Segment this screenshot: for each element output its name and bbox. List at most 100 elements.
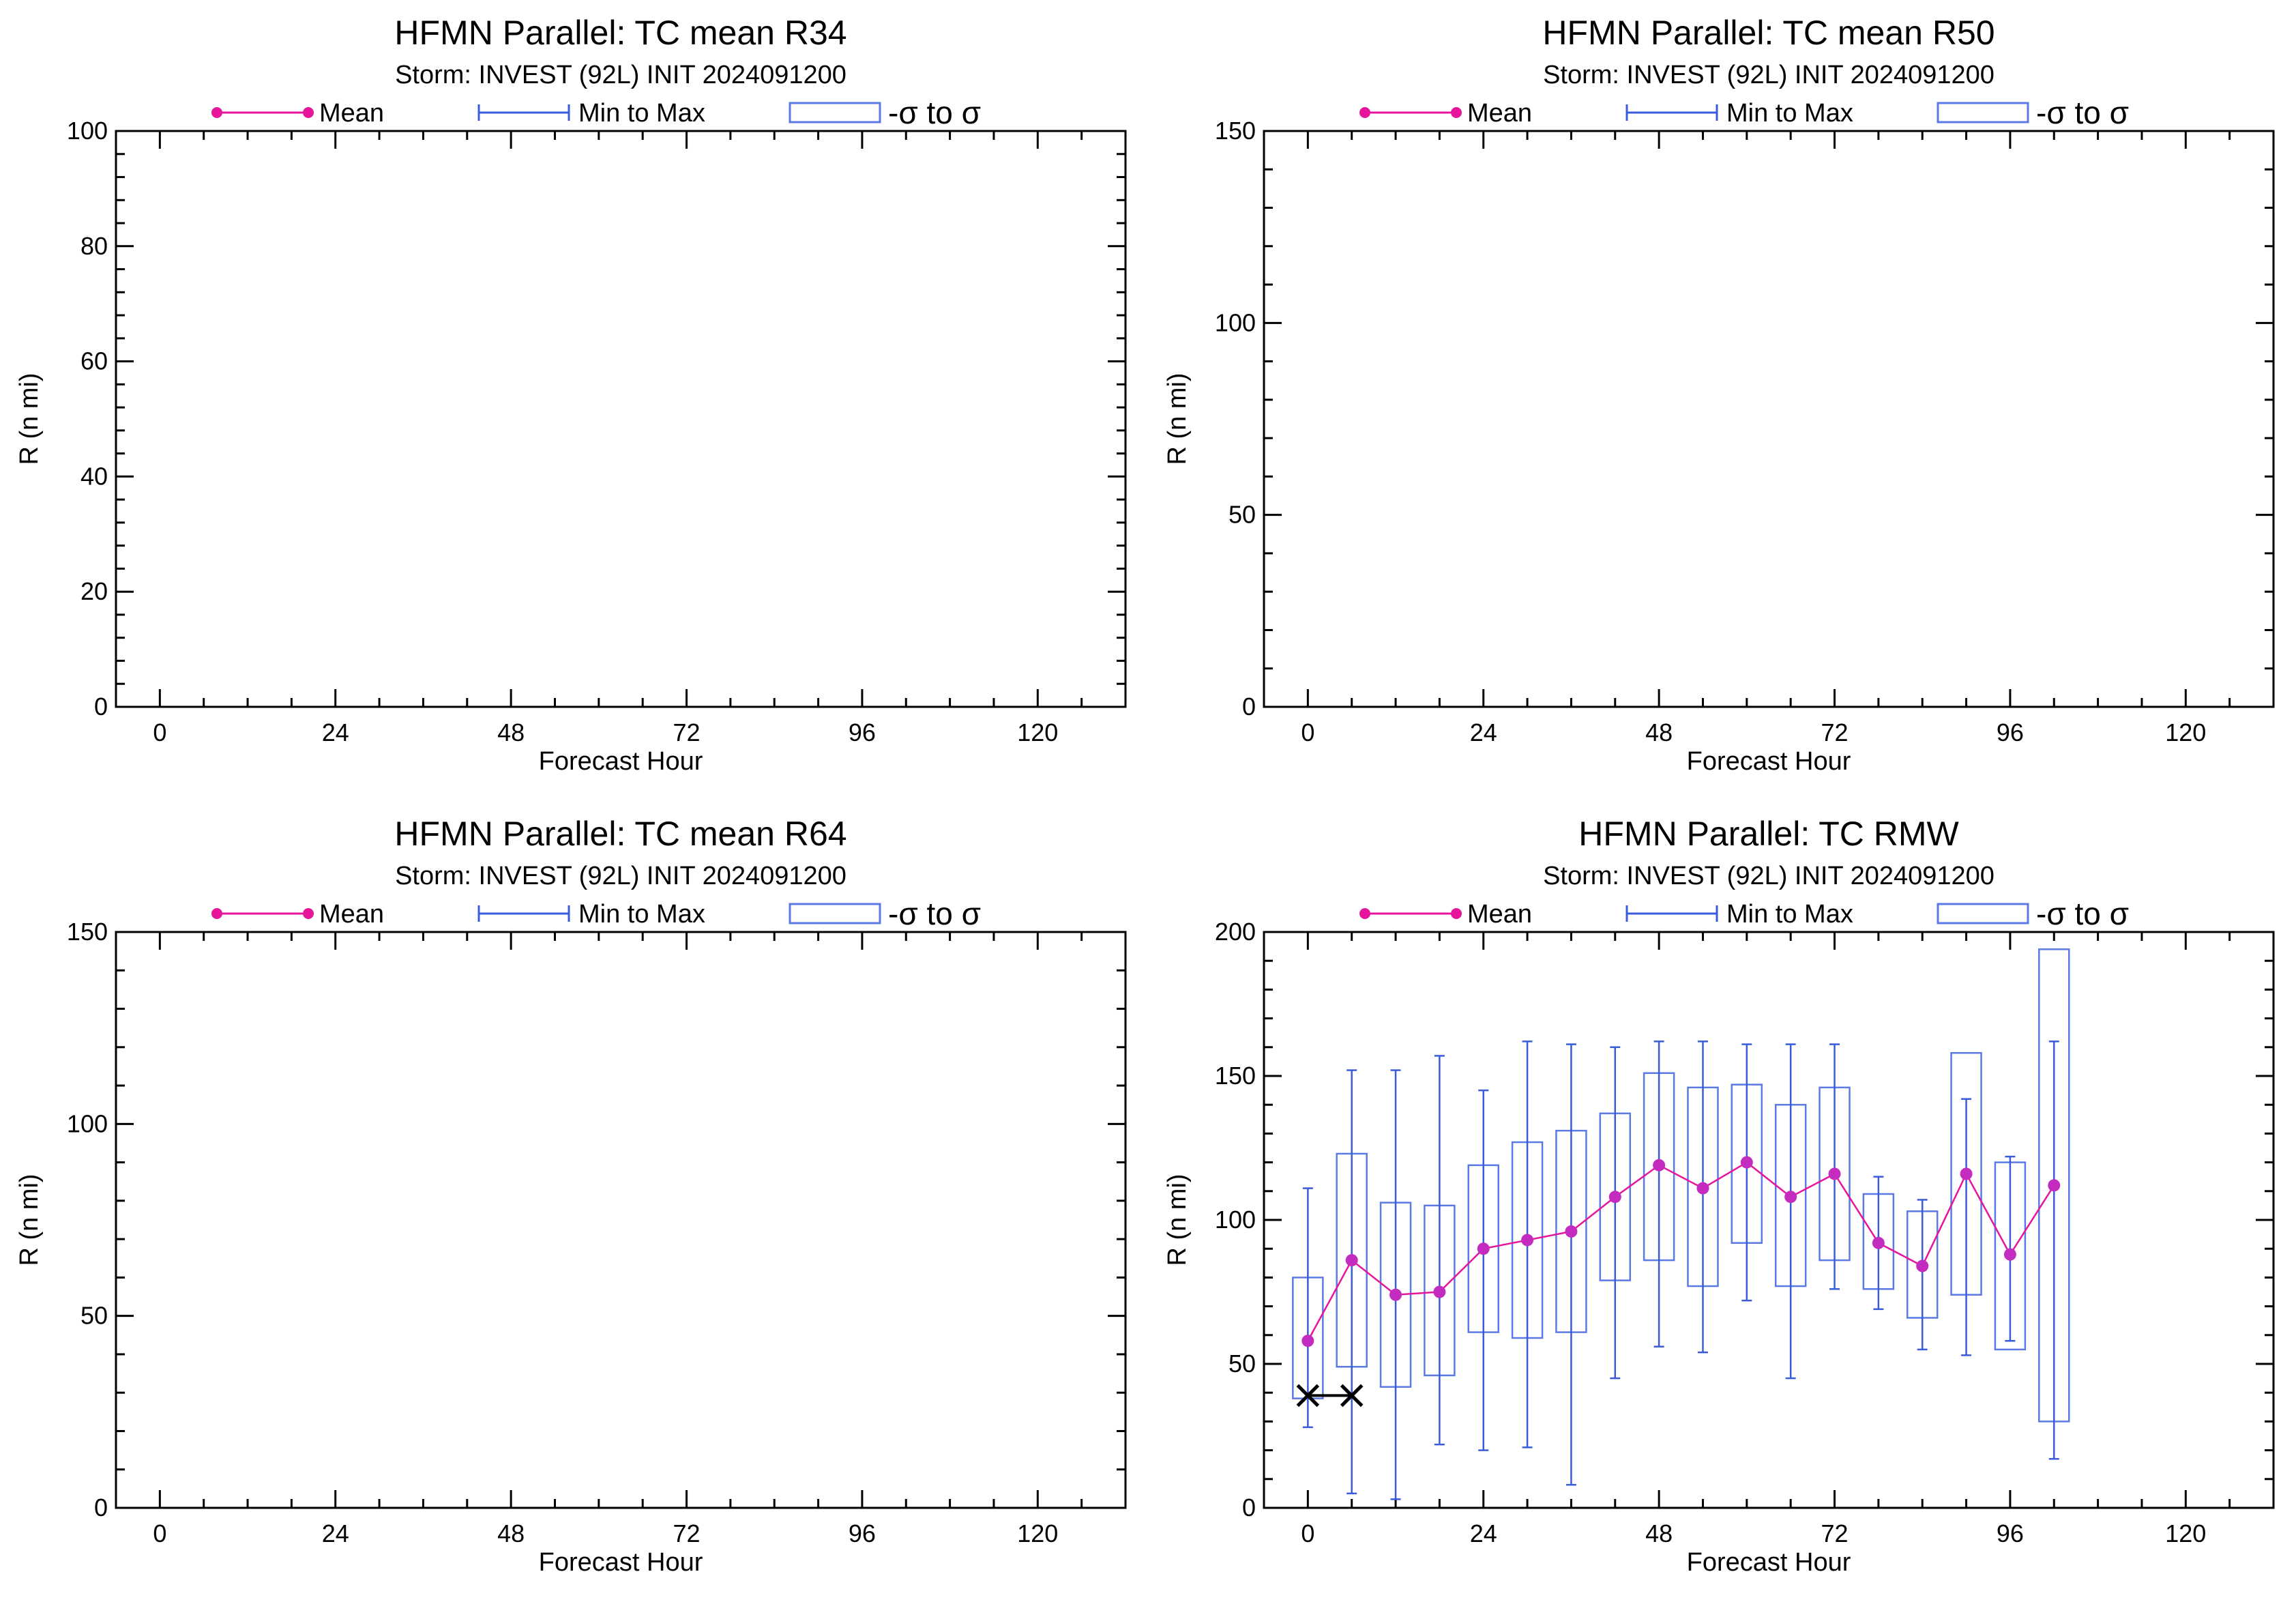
y-tick-label: 50 xyxy=(1228,1350,1256,1378)
x-tick-label: 48 xyxy=(497,1519,525,1547)
y-tick-label: 0 xyxy=(94,693,108,720)
legend: Mean Min to Max -σ to σ xyxy=(211,896,981,931)
legend-mean-marker xyxy=(211,908,222,919)
y-axis: 0 50 100 150 R (n mi) xyxy=(1163,117,2273,720)
legend-minmax-label: Min to Max xyxy=(578,900,705,929)
chart-title: HFMN Parallel: TC mean R64 xyxy=(394,815,847,853)
x-tick-label: 24 xyxy=(1470,1519,1497,1547)
legend-mean-label: Mean xyxy=(1467,99,1532,128)
x-axis-label: Forecast Hour xyxy=(539,1548,703,1577)
y-axis-label: R (n mi) xyxy=(15,1174,44,1266)
mean-point xyxy=(2003,1248,2016,1261)
mean-point xyxy=(1653,1159,1666,1171)
legend-mean-marker xyxy=(211,107,222,118)
mean-point xyxy=(1565,1225,1578,1238)
x-tick-label: 24 xyxy=(322,718,349,746)
y-tick-label: 200 xyxy=(1215,918,1256,946)
x-axis-label: Forecast Hour xyxy=(539,747,703,776)
x-tick-label: 72 xyxy=(673,718,700,746)
chart-panel-1: HFMN Parallel: TC mean R34 Storm: INVEST … xyxy=(15,14,1127,776)
mean-point xyxy=(1872,1236,1885,1249)
mean-point xyxy=(1477,1242,1490,1255)
mean-point xyxy=(1301,1335,1314,1348)
x-tick-label: 0 xyxy=(1301,1519,1314,1547)
y-tick-label: 150 xyxy=(1215,1062,1256,1090)
x-tick-label: 120 xyxy=(1017,718,1058,746)
x-tick-label: 96 xyxy=(849,1519,876,1547)
legend-minmax-label: Min to Max xyxy=(578,99,705,128)
x-tick-label: 120 xyxy=(2165,1519,2206,1547)
y-tick-label: 60 xyxy=(80,347,108,375)
chart-title: HFMN Parallel: TC RMW xyxy=(1578,815,1959,853)
mean-point xyxy=(1740,1156,1753,1169)
x-tick-label: 48 xyxy=(497,718,525,746)
mean-point xyxy=(1521,1234,1534,1247)
y-tick-label: 20 xyxy=(80,577,108,605)
mean-point xyxy=(1960,1167,1973,1180)
legend-sigma-box xyxy=(789,102,881,123)
legend-sigma-label: -σ to σ xyxy=(888,95,981,130)
x-tick-label: 24 xyxy=(322,1519,349,1547)
chart-subtitle: Storm: INVEST (92L) INIT 2024091200 xyxy=(1543,862,1995,890)
x-tick-label: 0 xyxy=(1301,718,1314,746)
x-axis: 0 24 48 72 96 120 Forecast Hour xyxy=(1263,131,2275,776)
x-tick-label: 48 xyxy=(1645,1519,1673,1547)
x-tick-label: 72 xyxy=(673,1519,700,1547)
legend-mean-label: Mean xyxy=(319,900,384,929)
y-tick-label: 50 xyxy=(1228,501,1256,529)
mean-point xyxy=(1345,1254,1358,1267)
mean-point xyxy=(1784,1191,1797,1204)
mean-point xyxy=(1696,1182,1709,1195)
chart-panel-3: HFMN Parallel: TC mean R64 Storm: INVEST … xyxy=(15,815,1127,1577)
mean-point xyxy=(1389,1288,1402,1301)
observed-marker xyxy=(1296,1384,1320,1408)
observed-marker xyxy=(1340,1384,1364,1408)
legend-sigma-label: -σ to σ xyxy=(2036,95,2129,130)
x-tick-label: 120 xyxy=(1017,1519,1058,1547)
chart-panel-4: HFMN Parallel: TC RMW Storm: INVEST (92L)… xyxy=(1163,815,2275,1577)
y-tick-label: 100 xyxy=(1215,308,1256,336)
x-tick-label: 120 xyxy=(2165,718,2206,746)
legend-sigma-box xyxy=(789,903,881,924)
x-axis-label: Forecast Hour xyxy=(1687,747,1851,776)
x-axis-label: Forecast Hour xyxy=(1687,1548,1851,1577)
observed-series xyxy=(1296,1384,1364,1408)
legend: Mean Min to Max -σ to σ xyxy=(1359,896,2129,931)
y-tick-label: 80 xyxy=(80,232,108,260)
y-axis-label: R (n mi) xyxy=(1163,1174,1192,1266)
x-tick-label: 72 xyxy=(1821,718,1848,746)
chart-subtitle: Storm: INVEST (92L) INIT 2024091200 xyxy=(395,61,847,89)
legend-mean-marker xyxy=(1359,107,1370,118)
plot-frame xyxy=(1263,931,2275,1509)
legend-sigma-label: -σ to σ xyxy=(2036,896,2129,931)
legend-mean-marker xyxy=(1359,908,1370,919)
mean-point xyxy=(1828,1167,1841,1180)
y-axis: 0 20 40 60 80 100 R (n mi) xyxy=(15,117,1125,720)
y-axis-label: R (n mi) xyxy=(15,373,44,465)
mean-point xyxy=(1433,1285,1446,1298)
y-tick-label: 100 xyxy=(67,117,108,145)
legend-mean-marker xyxy=(303,908,314,919)
y-axis: 0 50 100 150 R (n mi) xyxy=(15,918,1125,1521)
mean-point xyxy=(1608,1191,1621,1204)
chart-title: HFMN Parallel: TC mean R34 xyxy=(394,14,847,52)
x-tick-label: 72 xyxy=(1821,1519,1848,1547)
legend-mean-label: Mean xyxy=(319,99,384,128)
chart-subtitle: Storm: INVEST (92L) INIT 2024091200 xyxy=(1543,61,1995,89)
x-tick-label: 0 xyxy=(153,1519,166,1547)
mean-point xyxy=(1916,1259,1929,1272)
legend: Mean Min to Max -σ to σ xyxy=(211,95,981,130)
x-axis: 0 24 48 72 96 120 Forecast Hour xyxy=(115,932,1127,1577)
legend: Mean Min to Max -σ to σ xyxy=(1359,95,2129,130)
legend-minmax-label: Min to Max xyxy=(1726,900,1853,929)
mean-point xyxy=(2048,1179,2061,1192)
legend-mean-label: Mean xyxy=(1467,900,1532,929)
x-axis: 0 24 48 72 96 120 Forecast Hour xyxy=(1263,932,2275,1577)
y-axis-label: R (n mi) xyxy=(1163,373,1192,465)
y-tick-label: 150 xyxy=(1215,117,1256,145)
y-tick-label: 150 xyxy=(67,918,108,946)
x-tick-label: 0 xyxy=(153,718,166,746)
y-tick-label: 0 xyxy=(94,1494,108,1521)
x-tick-label: 24 xyxy=(1470,718,1497,746)
